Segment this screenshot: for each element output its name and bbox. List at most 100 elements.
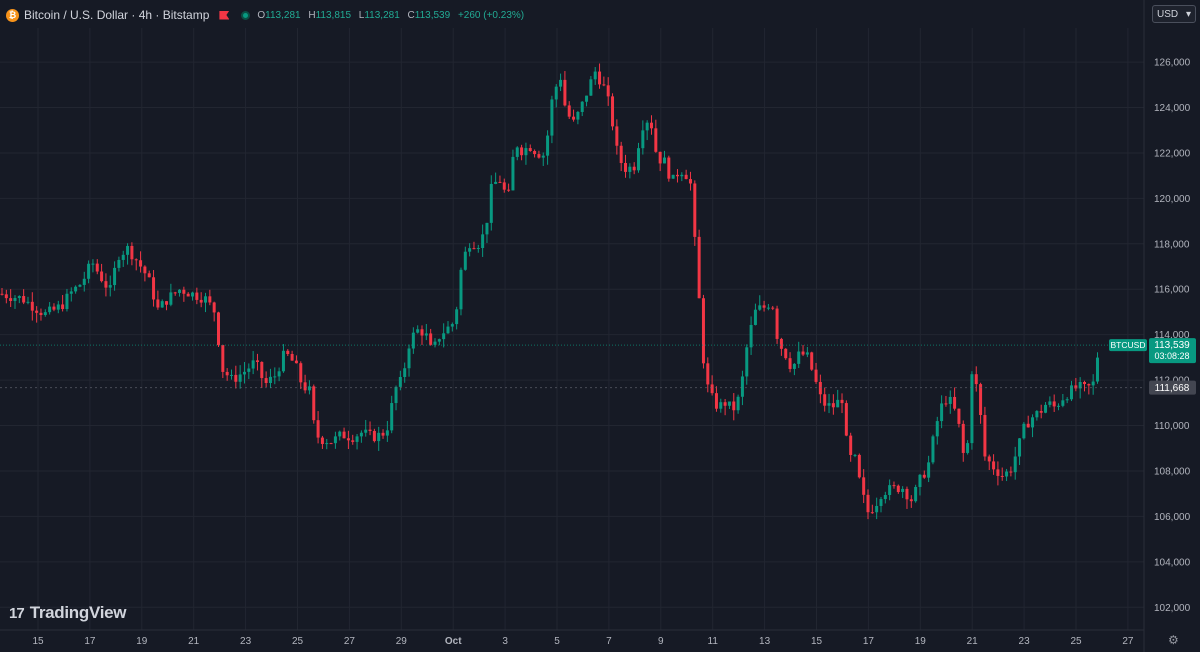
candle-body xyxy=(312,386,316,421)
gear-icon[interactable]: ⚙ xyxy=(1168,633,1179,647)
candle-body xyxy=(229,374,233,376)
price-tick-label: 104,000 xyxy=(1154,557,1191,568)
candle-body xyxy=(82,278,86,285)
candle-body xyxy=(580,101,584,112)
candle-body xyxy=(645,122,649,131)
candle-body xyxy=(424,333,428,336)
candle-down xyxy=(368,421,372,436)
candle-body xyxy=(658,151,662,164)
candle-body xyxy=(931,436,935,463)
candle-body xyxy=(667,157,671,179)
candle-up xyxy=(1005,468,1009,482)
candle-down xyxy=(1074,377,1078,392)
candle-down xyxy=(264,371,268,388)
candle-down xyxy=(823,387,827,412)
candle-body xyxy=(377,432,381,442)
candle-body xyxy=(217,312,220,346)
candle-body xyxy=(849,435,853,455)
currency-select[interactable]: USD ▾ xyxy=(1152,5,1196,23)
candle-body xyxy=(901,488,905,492)
candle-body xyxy=(961,423,965,453)
candle-down xyxy=(420,325,424,345)
candle-body xyxy=(472,248,476,250)
candle-down xyxy=(537,150,541,159)
candle-body xyxy=(957,408,961,424)
candle-up xyxy=(888,479,892,501)
candle-down xyxy=(667,155,671,182)
candle-up xyxy=(494,172,498,185)
tradingview-logo-mark: 17 xyxy=(9,604,25,622)
candle-body xyxy=(342,431,346,439)
candle-down xyxy=(104,273,108,297)
candle-body xyxy=(463,251,467,270)
time-tick-label: 5 xyxy=(554,636,560,647)
candle-down xyxy=(650,115,653,135)
candle-body xyxy=(996,469,1000,476)
candle-down xyxy=(30,292,34,321)
candle-body xyxy=(650,122,653,129)
time-tick-label: 7 xyxy=(606,636,612,647)
candle-body xyxy=(69,291,73,294)
candle-body xyxy=(537,154,541,158)
candle-body xyxy=(255,360,259,362)
candle-body xyxy=(43,312,47,316)
candle-body xyxy=(784,348,788,359)
candle-body xyxy=(1005,471,1009,477)
candle-body xyxy=(264,378,268,384)
candle-down xyxy=(299,361,303,390)
candle-body xyxy=(753,309,757,325)
candle-body xyxy=(268,376,272,384)
candle-down xyxy=(831,394,835,415)
candle-body xyxy=(381,432,385,436)
candle-up xyxy=(113,261,117,291)
candle-body xyxy=(17,296,21,299)
candle-up xyxy=(325,438,329,450)
tradingview-logo[interactable]: 17 TradingView xyxy=(9,603,127,623)
candle-up xyxy=(65,288,69,312)
candle-body xyxy=(56,304,60,310)
candle-down xyxy=(810,351,814,371)
candle-down xyxy=(598,63,602,89)
candle-up xyxy=(74,285,78,294)
open-value: 113,281 xyxy=(265,9,301,21)
candle-body xyxy=(680,174,684,177)
candle-body xyxy=(857,454,861,478)
candle-body xyxy=(1095,357,1099,382)
candle-down xyxy=(870,504,874,514)
candle-body xyxy=(299,363,303,383)
candle-up xyxy=(550,95,554,144)
candle-body xyxy=(91,263,95,265)
candle-down xyxy=(602,76,606,87)
candle-up xyxy=(117,256,121,272)
candle-body xyxy=(953,396,957,409)
candle-down xyxy=(684,169,688,180)
candle-body xyxy=(641,130,645,149)
candle-body xyxy=(797,351,801,364)
candle-up xyxy=(390,395,394,434)
candle-body xyxy=(546,135,550,156)
candle-up xyxy=(1070,380,1074,402)
candle-body xyxy=(13,298,17,301)
flag-icon[interactable] xyxy=(219,10,230,20)
price-tick-label: 116,000 xyxy=(1154,285,1190,296)
candle-body xyxy=(39,312,43,316)
candle-body xyxy=(762,305,766,308)
candle-body xyxy=(281,350,285,372)
candle-body xyxy=(727,401,731,406)
bar-countdown: 03:08:28 xyxy=(1154,351,1189,361)
candle-up xyxy=(645,120,649,141)
candle-body xyxy=(805,352,809,355)
candle-up xyxy=(766,303,770,311)
candle-body xyxy=(550,99,554,136)
time-tick-label: 9 xyxy=(658,636,664,647)
time-tick-label: 27 xyxy=(1122,636,1134,647)
candle-up xyxy=(82,271,86,292)
candle-down xyxy=(732,393,736,421)
symbol-title[interactable]: Bitcoin / U.S. Dollar · 4h · Bitstamp xyxy=(24,8,210,22)
candle-down xyxy=(944,395,948,407)
candle-body xyxy=(1009,471,1013,473)
candle-down xyxy=(909,495,913,508)
candle-body xyxy=(524,148,528,156)
candle-up xyxy=(108,275,112,297)
